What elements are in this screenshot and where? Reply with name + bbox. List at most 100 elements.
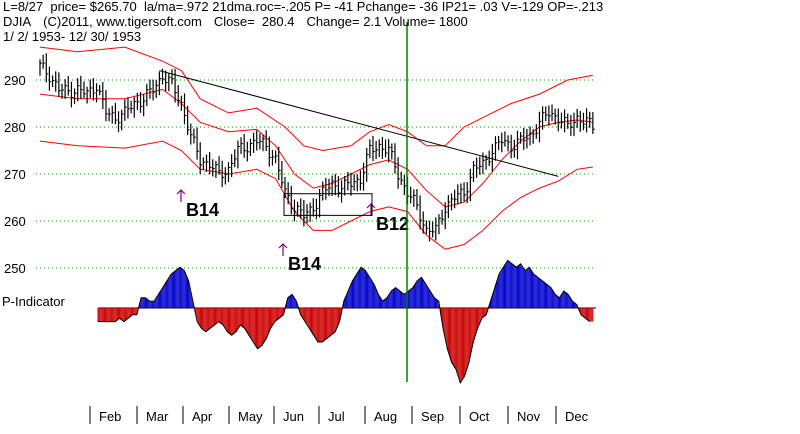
- price-bar: [400, 171, 404, 185]
- month-label: Oct: [469, 409, 490, 424]
- price-bar: [592, 112, 595, 135]
- price-bar: [325, 177, 328, 200]
- price-bar: [80, 75, 83, 99]
- price-bar: [284, 176, 288, 198]
- price-bar: [532, 129, 536, 144]
- price-bar: [256, 130, 259, 151]
- signal-arrow-head: [366, 203, 376, 209]
- price-bar: [576, 108, 580, 128]
- price-bar: [589, 111, 592, 128]
- price-bar: [435, 217, 438, 241]
- price-bar: [369, 139, 372, 159]
- ticker-label: DJIA: [3, 14, 32, 29]
- price-bar: [507, 135, 511, 152]
- price-bar: [501, 132, 504, 153]
- price-bar: [130, 100, 134, 114]
- price-bar: [334, 173, 338, 196]
- price-bar: [83, 81, 86, 99]
- signal-arrow-head: [176, 189, 186, 195]
- y-tick-label: 250: [4, 261, 26, 276]
- price-bar: [494, 136, 498, 161]
- price-bar: [306, 204, 310, 224]
- price-bar: [271, 149, 275, 166]
- price-bar: [482, 152, 485, 175]
- price-bar: [165, 70, 168, 92]
- price-bar: [293, 199, 297, 222]
- price-bar: [406, 176, 410, 205]
- price-bar: [498, 136, 501, 151]
- price-bar: [224, 167, 228, 185]
- price-bar: [73, 88, 77, 105]
- signal-b14: B14: [278, 243, 321, 274]
- price-bar: [274, 150, 278, 164]
- price-bar: [353, 174, 357, 191]
- price-bar: [375, 140, 379, 160]
- price-bar: [331, 175, 335, 197]
- month-label: May: [238, 409, 263, 424]
- upper-band-line: [39, 46, 593, 152]
- price-bar: [573, 112, 577, 137]
- price-bar: [340, 180, 344, 203]
- indicator-label: P-Indicator: [2, 294, 66, 309]
- price-bar: [432, 221, 435, 238]
- price-bar: [133, 97, 137, 118]
- price-bar: [303, 200, 306, 227]
- price-bar: [312, 198, 316, 217]
- price-bar: [504, 131, 507, 147]
- price-bar: [268, 136, 272, 167]
- price-bar: [55, 71, 58, 92]
- price-bar: [221, 160, 225, 188]
- price-bar: [171, 69, 174, 85]
- price-bar: [287, 182, 291, 205]
- price-bar: [309, 202, 313, 222]
- price-bar: [218, 156, 222, 175]
- price-bar: [394, 143, 397, 174]
- price-bar: [174, 68, 178, 103]
- price-bar: [265, 130, 269, 151]
- change-value: Change= 2.1: [306, 14, 382, 29]
- price-bar: [102, 82, 105, 109]
- price-bar: [419, 195, 423, 230]
- price-bar: [48, 66, 52, 91]
- month-label: Mar: [146, 409, 169, 424]
- price-bar: [548, 105, 551, 126]
- price-bar: [262, 134, 266, 152]
- price-bar: [215, 160, 218, 178]
- price-bar: [89, 79, 93, 98]
- signal-b12: B12: [366, 203, 409, 234]
- price-bar: [70, 81, 74, 108]
- price-bar: [444, 202, 448, 230]
- price-bar: [259, 133, 262, 150]
- price-bar: [45, 53, 49, 83]
- price-bar: [177, 85, 181, 107]
- price-bar: [95, 83, 99, 103]
- price-bar: [457, 184, 460, 205]
- price-bar: [422, 211, 426, 234]
- price-bar: [513, 139, 517, 158]
- price-bar: [127, 97, 130, 119]
- y-tick-label: 290: [4, 73, 26, 88]
- price-bar: [278, 146, 281, 181]
- price-bar: [579, 110, 583, 132]
- price-bar: [190, 123, 193, 145]
- price-bar: [234, 149, 237, 168]
- price-bar: [158, 71, 162, 96]
- price-bar: [463, 182, 467, 202]
- price-bar: [136, 92, 140, 110]
- price-bar: [149, 79, 152, 99]
- price-bar: [117, 111, 121, 133]
- price-bar: [227, 162, 231, 183]
- price-bar: [318, 188, 322, 218]
- price-bar: [391, 143, 394, 160]
- price-bar: [359, 170, 363, 191]
- y-tick-label: 260: [4, 214, 26, 229]
- month-label: Nov: [517, 409, 541, 424]
- price-bar: [86, 86, 90, 104]
- price-bar: [193, 128, 196, 144]
- month-label: Feb: [99, 409, 121, 424]
- price-bar: [243, 134, 247, 158]
- x-axis: Feb Mar Apr May Jun Jul Aug Sep Oct Nov Dec: [89, 406, 589, 424]
- price-bar: [322, 181, 325, 201]
- price-bar: [438, 214, 441, 235]
